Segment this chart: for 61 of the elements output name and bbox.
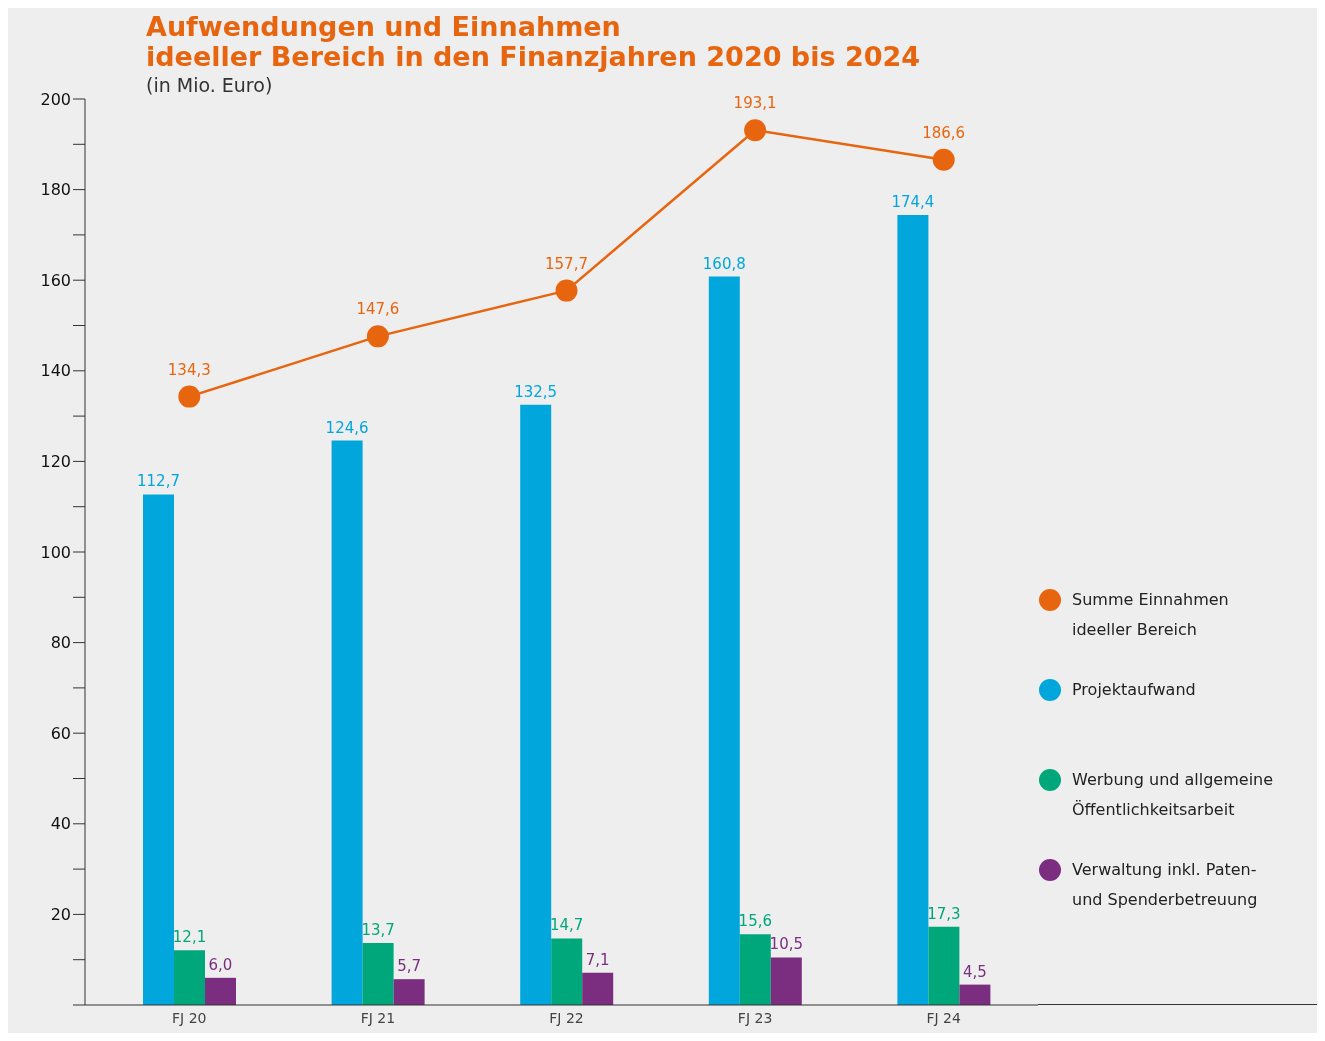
legend-label: Werbung und allgemeine Öffentlichkeitsarbeit: [1072, 769, 1275, 821]
bar: [959, 984, 991, 1005]
bar: [928, 926, 960, 1005]
point: [932, 148, 955, 171]
data-label: 5,7: [397, 957, 422, 976]
data-label: 193,1: [733, 94, 777, 113]
bar: [205, 977, 236, 1005]
y-tick-label: 120: [40, 452, 71, 472]
point: [366, 325, 389, 348]
data-label: 174,4: [891, 192, 935, 211]
data-label: 13,7: [361, 920, 395, 939]
bar: [739, 934, 771, 1005]
data-label: 124,6: [325, 418, 369, 437]
data-label: 10,5: [769, 935, 803, 954]
data-label: 17,3: [927, 904, 961, 923]
chart-title: Aufwendungen und Einnahmen ideeller Bereich in den Finanzjahren 2020 bis 2024: [146, 11, 921, 72]
chart-subtitle: (in Mio. Euro): [146, 74, 274, 96]
bar: [582, 972, 614, 1005]
bar: [393, 979, 425, 1005]
data-label: 157,7: [545, 254, 588, 273]
point: [178, 385, 201, 408]
data-label: 160,8: [702, 254, 746, 273]
bar: [770, 957, 802, 1005]
y-tick-label: 20: [50, 905, 71, 925]
y-tick-label: 40: [50, 814, 71, 834]
data-label: 7,1: [585, 950, 610, 969]
y-tick-label: 60: [50, 723, 71, 743]
point: [744, 119, 767, 142]
bar: [551, 938, 583, 1005]
data-label: 112,7: [137, 472, 180, 491]
data-label: 147,6: [356, 300, 400, 319]
x-tick-label: FJ 21: [360, 1009, 396, 1026]
x-tick-label: FJ 22: [549, 1009, 584, 1026]
y-tick-label: 100: [40, 542, 71, 562]
legend-label: Verwaltung inkl. Paten- und Spenderbetreuung: [1072, 859, 1259, 911]
bar: [708, 276, 740, 1005]
y-tick-label: 80: [50, 633, 71, 653]
data-label: 14,7: [550, 916, 584, 935]
bar: [362, 942, 394, 1005]
bar: [331, 440, 363, 1005]
y-tick-label: 180: [40, 180, 71, 200]
bar: [897, 214, 929, 1005]
data-label: 134,3: [167, 360, 211, 379]
bar: [174, 950, 205, 1005]
y-tick-label: 200: [40, 89, 71, 109]
x-tick-label: FJ 24: [926, 1009, 962, 1026]
bar: [143, 494, 174, 1005]
y-tick-label: 160: [40, 270, 71, 290]
data-label: 6,0: [208, 955, 233, 974]
x-tick-label: FJ 23: [737, 1009, 773, 1026]
data-label: 12,1: [172, 928, 207, 947]
point: [555, 279, 578, 302]
data-label: 15,6: [738, 912, 772, 931]
data-label: 186,6: [922, 123, 966, 142]
legend-label: Projektaufwand: [1072, 679, 1197, 701]
legend-label: Summe Einnahmen ideeller Bereich: [1072, 589, 1230, 641]
x-tick-label: FJ 20: [172, 1009, 207, 1026]
y-tick-label: 140: [40, 361, 71, 381]
bar: [520, 404, 552, 1005]
data-label: 4,5: [962, 962, 987, 981]
data-label: 132,5: [514, 382, 558, 401]
